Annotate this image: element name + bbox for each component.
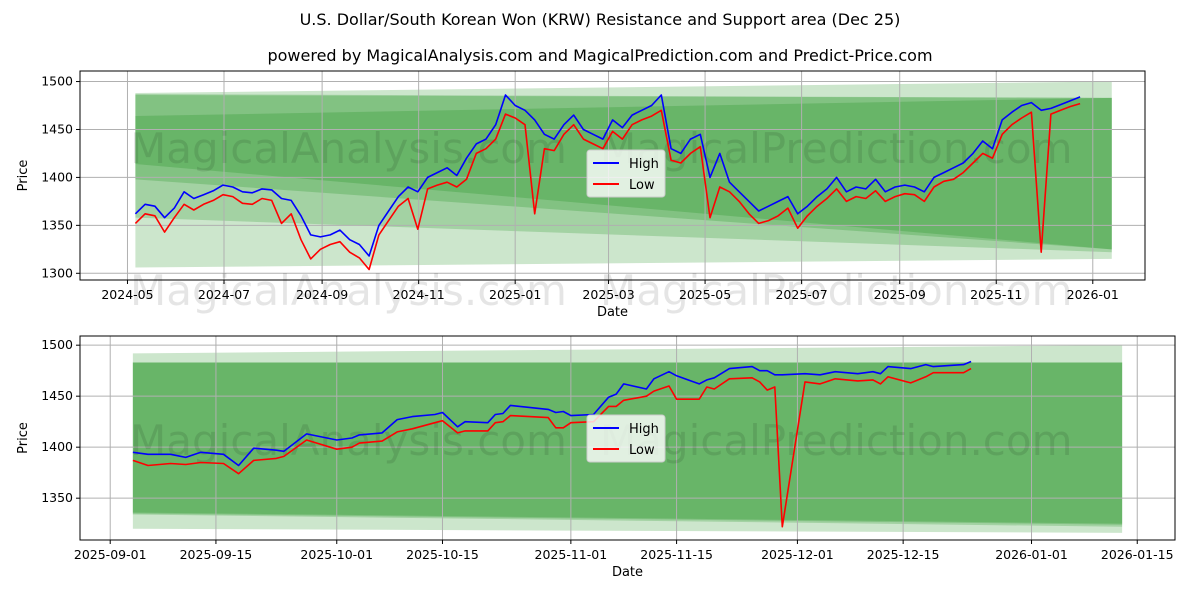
- series-line-high: [134, 94, 1081, 257]
- watermark-analysis: MagicalAnalysis.com: [130, 266, 567, 315]
- x-tick-label: 2025-11-15: [640, 547, 713, 562]
- x-tick-label: 2024-07: [198, 287, 250, 302]
- y-tick-label: 1300: [41, 265, 73, 280]
- x-tick-label: 2025-01: [489, 287, 541, 302]
- series-line-low: [134, 102, 1081, 271]
- watermark-prediction: MagicalPrediction.com: [600, 266, 1073, 315]
- x-tick-label: 2025-10-01: [300, 547, 373, 562]
- legend-box: [586, 149, 666, 198]
- x-tick-label: 2025-03: [582, 287, 634, 302]
- x-tick-label: 2025-11-01: [535, 547, 608, 562]
- chart-subtitle: powered by MagicalAnalysis.com and Magic…: [267, 46, 933, 65]
- x-tick-label: 2026-01: [1067, 287, 1119, 302]
- chart-title: U.S. Dollar/South Korean Won (KRW) Resis…: [299, 10, 901, 29]
- watermark-analysis: MagicalAnalysis.com: [130, 124, 567, 173]
- x-tick-label: 2025-12-15: [867, 547, 940, 562]
- watermark-analysis: MagicalAnalysis.com: [130, 416, 567, 465]
- y-axis-label: Price: [16, 160, 31, 192]
- legend-label-high: High: [629, 422, 659, 437]
- series-line-low: [132, 367, 972, 528]
- legend: High Low: [586, 149, 666, 198]
- x-tick-label: 2025-05: [679, 287, 731, 302]
- x-tick-label: 2025-11: [970, 287, 1022, 302]
- x-tick-label: 2024-05: [101, 287, 153, 302]
- plot-top: 1300 1350 1400 1450 1500 2024-05 2024-07 2024-0…: [16, 70, 1146, 320]
- y-tick-label: 1400: [41, 439, 73, 454]
- plot-bottom: 1350 1400 1450 1500 2025-09-01 2025-09-15 2025…: [16, 335, 1176, 580]
- axes-frame: [79, 335, 1176, 541]
- x-axis-label: Date: [612, 565, 643, 580]
- axes-frame: [79, 70, 1146, 281]
- watermark-prediction: MagicalPrediction.com: [600, 416, 1073, 465]
- x-tick-label: 2024-09: [296, 287, 348, 302]
- x-tick-label: 2026-01-01: [995, 547, 1068, 562]
- y-tick-label: 1450: [41, 388, 73, 403]
- x-tick-label: 2026-01-15: [1101, 547, 1174, 562]
- y-tick-label: 1500: [41, 337, 73, 352]
- legend-label-low: Low: [629, 443, 655, 458]
- x-axis-label: Date: [597, 305, 628, 320]
- x-tick-label: 2025-10-15: [406, 547, 479, 562]
- series-line-high: [132, 360, 972, 467]
- watermark-prediction: MagicalPrediction.com: [600, 124, 1073, 173]
- y-tick-label: 1450: [41, 121, 73, 136]
- x-tick-label: 2025-09: [874, 287, 926, 302]
- legend: High Low: [586, 414, 666, 463]
- legend-label-high: High: [629, 157, 659, 172]
- y-tick-label: 1500: [41, 74, 73, 89]
- x-tick-label: 2025-09-15: [180, 547, 253, 562]
- x-tick-label: 2025-12-01: [761, 547, 834, 562]
- y-tick-label: 1350: [41, 217, 73, 232]
- x-tick-label: 2025-07: [775, 287, 827, 302]
- y-tick-label: 1350: [41, 490, 73, 505]
- legend-box: [586, 414, 666, 463]
- x-tick-label: 2025-09-01: [74, 547, 147, 562]
- y-axis-label: Price: [16, 422, 31, 454]
- y-tick-label: 1400: [41, 169, 73, 184]
- legend-label-low: Low: [629, 178, 655, 193]
- x-tick-label: 2024-11: [393, 287, 445, 302]
